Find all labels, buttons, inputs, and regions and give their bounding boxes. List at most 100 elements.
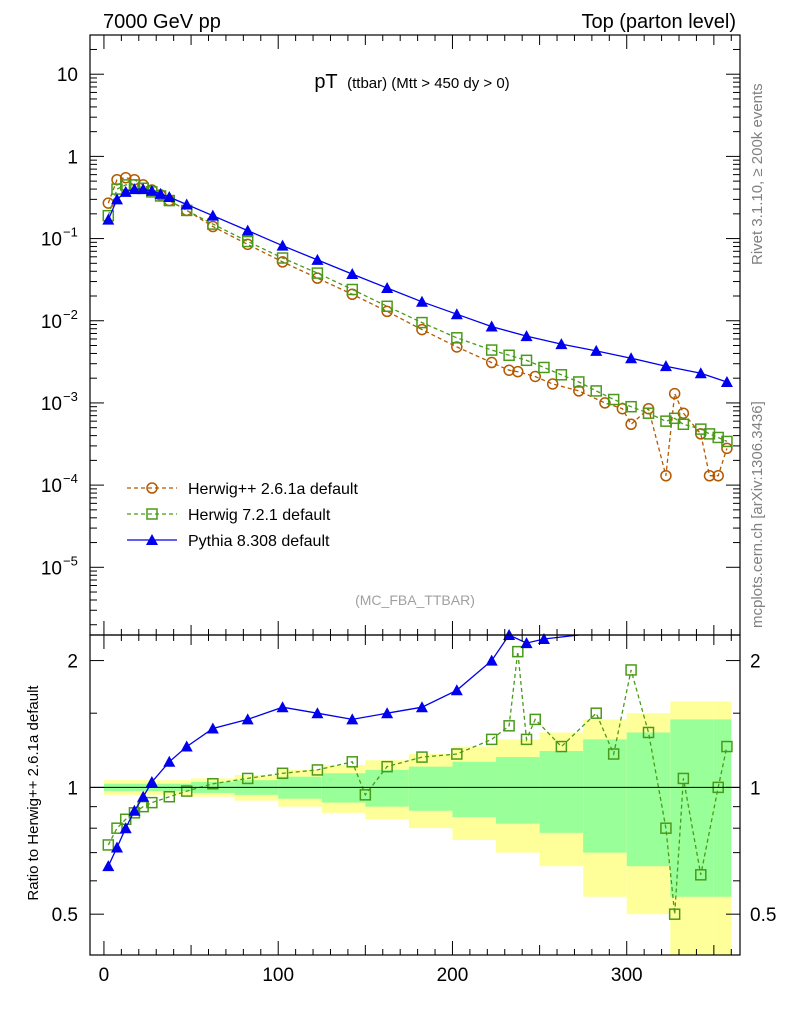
data-point [163,791,176,803]
data-point [276,252,289,264]
data-point [668,412,681,425]
data-point [721,442,733,455]
data-point [555,338,568,350]
data-point [145,775,158,787]
series-line [107,177,728,477]
data-point [137,790,150,802]
ratio-y-tick-label-right: 0.5 [750,905,776,926]
band-green [496,757,540,824]
data-point [311,253,324,265]
data-point [660,469,672,482]
ratio-y-tick-label: 2 [67,652,78,673]
data-point [625,664,637,676]
data-point [512,365,524,378]
series-line [107,651,728,915]
data-point [416,323,428,336]
series-line [107,184,728,442]
data-point [180,740,193,752]
data-point [154,187,167,199]
data-point [416,316,428,329]
data-point [381,282,394,294]
rivet-label: Rivet 3.1.10, ≥ 200k events [749,83,766,265]
ratio-y-tick-label-right: 1 [750,778,761,799]
legend-marker [146,508,158,520]
data-point [180,785,193,797]
data-point [573,376,585,388]
data-point [451,748,463,760]
data-point [180,198,193,210]
data-point [485,356,498,369]
data-point [529,713,541,726]
watermark: (MC_FBA_TTBAR) [355,592,475,608]
band-green [583,739,627,853]
data-point [346,756,359,768]
data-point [573,385,585,397]
band-green [408,766,453,811]
legend-label: Herwig++ 2.6.1a default [188,481,358,498]
data-point [381,707,394,719]
y-tick-label: 10 [41,558,62,579]
data-point [721,435,733,448]
data-point [416,751,428,763]
data-point [703,428,716,440]
data-point [660,415,672,427]
data-point [668,387,681,400]
data-point [590,707,602,719]
legend-marker [146,534,158,545]
ratio-y-tick-label-right: 2 [750,652,761,673]
data-point [359,789,372,801]
data-point [503,364,515,376]
data-point [381,300,393,313]
data-point [451,332,463,344]
data-point [241,238,254,251]
data-point [276,239,289,251]
y-tick-exponent: −4 [63,471,78,486]
data-point [599,397,611,409]
ratio-band [103,701,732,955]
y-tick-label: 10 [41,312,62,333]
data-point [695,869,707,881]
y-tick-exponent: −5 [63,553,78,568]
data-point [703,469,716,482]
data-point [145,184,158,196]
data-point [555,740,568,753]
ratio-y-tick-label: 0.5 [52,905,78,926]
data-point [137,183,150,195]
data-point [207,778,219,790]
legend: Herwig++ 2.6.1a default Herwig 7.2.1 defa… [127,481,358,550]
ratio-series [102,629,733,920]
data-point [538,361,550,374]
data-point [206,209,219,221]
legend-label: Herwig 7.2.1 default [188,507,331,524]
data-point [660,822,672,834]
y-tick-label: 1 [67,147,78,168]
y-tick-exponent: −2 [63,307,78,322]
data-point [546,378,559,390]
data-point [625,400,637,413]
data-point [485,320,498,332]
band-green [539,750,584,833]
data-point [625,352,638,364]
data-point [311,707,324,719]
data-point [503,349,515,362]
ratio-y-tick-label: 1 [67,778,78,799]
data-point [415,295,428,307]
x-tick-label: 0 [99,965,110,986]
y-tick-label: 10 [41,394,62,415]
data-point [450,308,463,320]
band-green [626,732,671,867]
data-point [119,171,132,184]
header-left: 7000 GeV pp [103,11,221,33]
data-point [415,701,428,713]
data-point [659,360,672,372]
data-point [276,767,289,780]
legend-label: Pythia 8.308 default [188,533,330,550]
ratio-y-ticks: 0.5 0.5 1 1 2 2 [52,652,777,927]
data-point [119,185,132,197]
x-tick-label: 100 [262,965,294,986]
data-point [485,654,498,666]
mcplots-label: mcplots.cern.ch [arXiv:1306.3436] [749,401,766,628]
data-point [128,183,141,195]
